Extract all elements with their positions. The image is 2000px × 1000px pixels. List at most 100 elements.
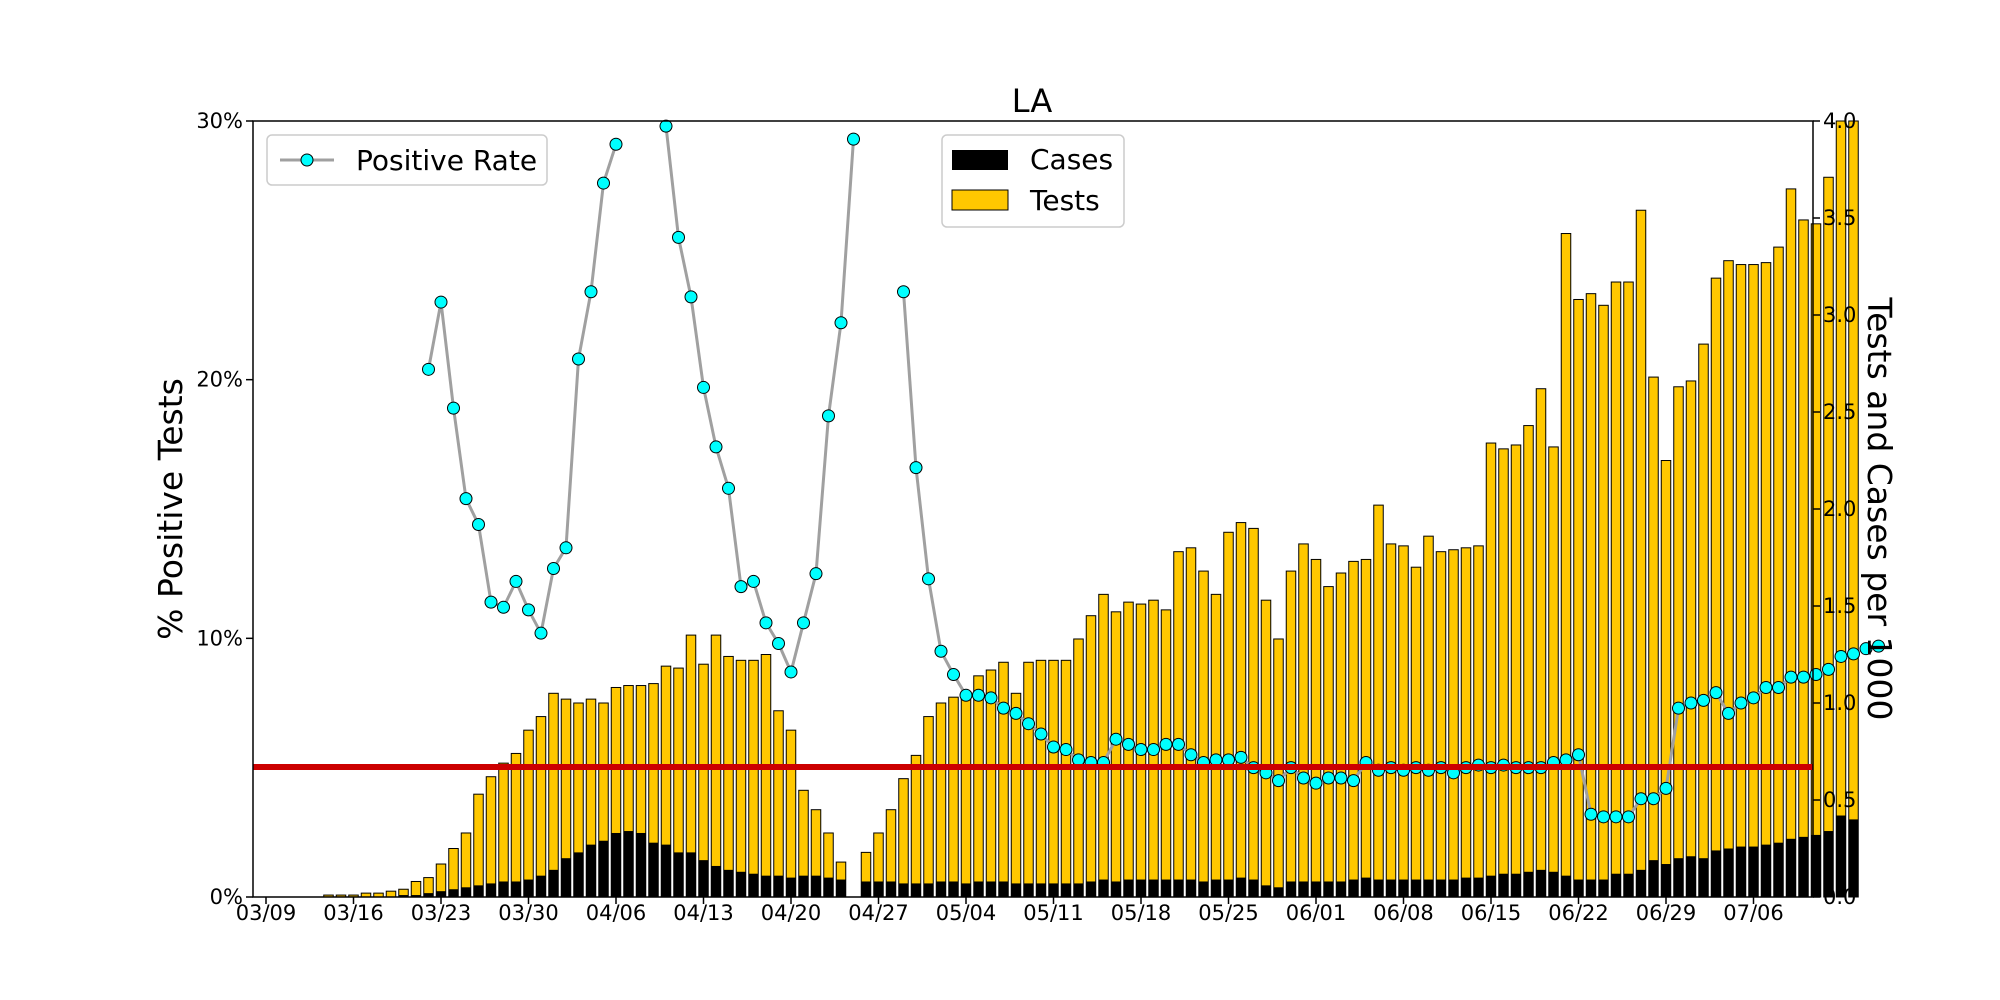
- tests-bar: [1798, 219, 1809, 898]
- positive-rate-point: [709, 440, 723, 454]
- positive-rate-point: [1872, 639, 1885, 653]
- positive-rate-point: [484, 595, 498, 609]
- positive-rate-point: [459, 492, 473, 506]
- cases-bar: [1536, 869, 1546, 897]
- cases-bar: [398, 895, 409, 897]
- left-axis: 0% 10% 20% 30%: [196, 109, 253, 909]
- tests-bar: [1473, 545, 1484, 898]
- cases-bar: [1461, 877, 1471, 897]
- cases-bar: [1261, 885, 1271, 897]
- positive-rate-point: [922, 572, 935, 586]
- tests-bar: [1760, 262, 1772, 898]
- positive-rate-point: [1722, 706, 1735, 720]
- positive-rate-point: [1634, 792, 1648, 806]
- positive-rate-point: [447, 401, 460, 415]
- cases-bar: [936, 881, 946, 897]
- x-tick-label: 03/30: [498, 901, 559, 925]
- positive-rate-point: [1109, 732, 1123, 746]
- tests-bar: [1160, 609, 1172, 898]
- positive-rate-point: [1347, 774, 1360, 788]
- positive-rate-point: [722, 481, 735, 495]
- tests-bar: [548, 692, 559, 898]
- right-tick-label: 3.5: [1823, 206, 1856, 230]
- positive-rate-point: [1834, 649, 1848, 663]
- cases-bar: [1561, 875, 1571, 897]
- cases-bar: [1086, 881, 1096, 897]
- positive-rate-point: [684, 290, 698, 304]
- tests-bar: [1235, 522, 1247, 898]
- positive-rate-point: [1697, 693, 1710, 707]
- positive-rate-point: [1122, 737, 1135, 751]
- cases-bar: [1048, 883, 1059, 897]
- cases-bar: [1798, 836, 1809, 897]
- legend-cases-tests: Cases Tests: [941, 134, 1125, 228]
- tests-bar: [1585, 293, 1597, 898]
- tests-bar: [1285, 570, 1297, 898]
- cases-bar: [586, 844, 596, 897]
- tests-bar: [1773, 246, 1784, 898]
- x-tick-label: 05/04: [936, 901, 997, 925]
- tests-bar: [1323, 586, 1334, 898]
- cases-bar: [1648, 860, 1659, 897]
- positive-rate-point: [659, 119, 673, 133]
- x-tick-label: 06/01: [1286, 901, 1347, 925]
- positive-rate-point: [1609, 810, 1623, 824]
- positive-rate-point: [572, 352, 585, 366]
- left-axis-label: % Positive Tests: [151, 378, 190, 640]
- cases-bar: [486, 883, 496, 897]
- tests-bar: [1735, 264, 1747, 898]
- cases-bar: [811, 875, 821, 897]
- right-axis: 0.0 0.5 1.0 1.5 2.0 2.5 3.0 3.5 4.0: [1813, 109, 1856, 909]
- tests-bar: [535, 716, 547, 898]
- tests-bar: [1423, 535, 1434, 898]
- tests-bar: [910, 754, 922, 898]
- positive-rate-point: [947, 668, 960, 682]
- positive-rate-point: [559, 541, 573, 555]
- positive-rate-point: [847, 132, 860, 146]
- cases-bar: [1111, 881, 1121, 897]
- positive-rate-point: [909, 461, 923, 475]
- legend-cases-label: Cases: [1030, 143, 1113, 176]
- positive-rate-point: [747, 574, 760, 588]
- cases-bar: [761, 875, 771, 897]
- left-tick-label: 10%: [196, 626, 243, 650]
- cases-bar: [1161, 879, 1171, 897]
- chart-title: LA: [1012, 82, 1053, 120]
- left-tick-label: 30%: [196, 109, 243, 133]
- cases-bar: [1486, 875, 1496, 897]
- tests-bar: [1173, 551, 1184, 898]
- tests-bar: [1348, 560, 1359, 898]
- legend-positive-rate-label: Positive Rate: [356, 144, 537, 177]
- tests-bar: [1523, 425, 1534, 898]
- cases-bar: [548, 869, 559, 897]
- cases-bar: [1136, 879, 1146, 897]
- positive-rate-point: [609, 137, 623, 151]
- legend-positive-rate: Positive Rate: [266, 134, 548, 186]
- cases-bar: [1386, 879, 1396, 897]
- cases-bar: [698, 860, 709, 897]
- right-tick-label: 0.0: [1823, 885, 1856, 909]
- x-tick-label: 06/15: [1461, 901, 1522, 925]
- cases-bar: [1361, 877, 1371, 897]
- right-tick-label: 1.0: [1823, 691, 1856, 715]
- positive-rate-point: [984, 691, 998, 705]
- tests-bar: [1710, 277, 1722, 898]
- positive-rate-point: [1847, 647, 1860, 661]
- cases-bar: [473, 885, 484, 897]
- cases-bar: [1511, 873, 1521, 897]
- cases-bar: [561, 858, 571, 897]
- positive-rate-point: [1759, 680, 1773, 694]
- x-tick-label: 04/20: [761, 901, 822, 925]
- tests-bar: [1685, 380, 1697, 898]
- cases-bar: [1611, 873, 1621, 897]
- tests-bar: [1185, 547, 1197, 898]
- x-tick-label: 05/25: [1198, 901, 1259, 925]
- positive-rate-point: [797, 616, 810, 630]
- tests-bar: [1560, 233, 1572, 898]
- cases-bar: [1236, 877, 1246, 897]
- tests-bar: [510, 752, 522, 898]
- cases-bar: [786, 877, 796, 897]
- cases-bar: [1498, 873, 1509, 897]
- cases-bar: [1761, 844, 1771, 897]
- cases-bar: [498, 881, 509, 897]
